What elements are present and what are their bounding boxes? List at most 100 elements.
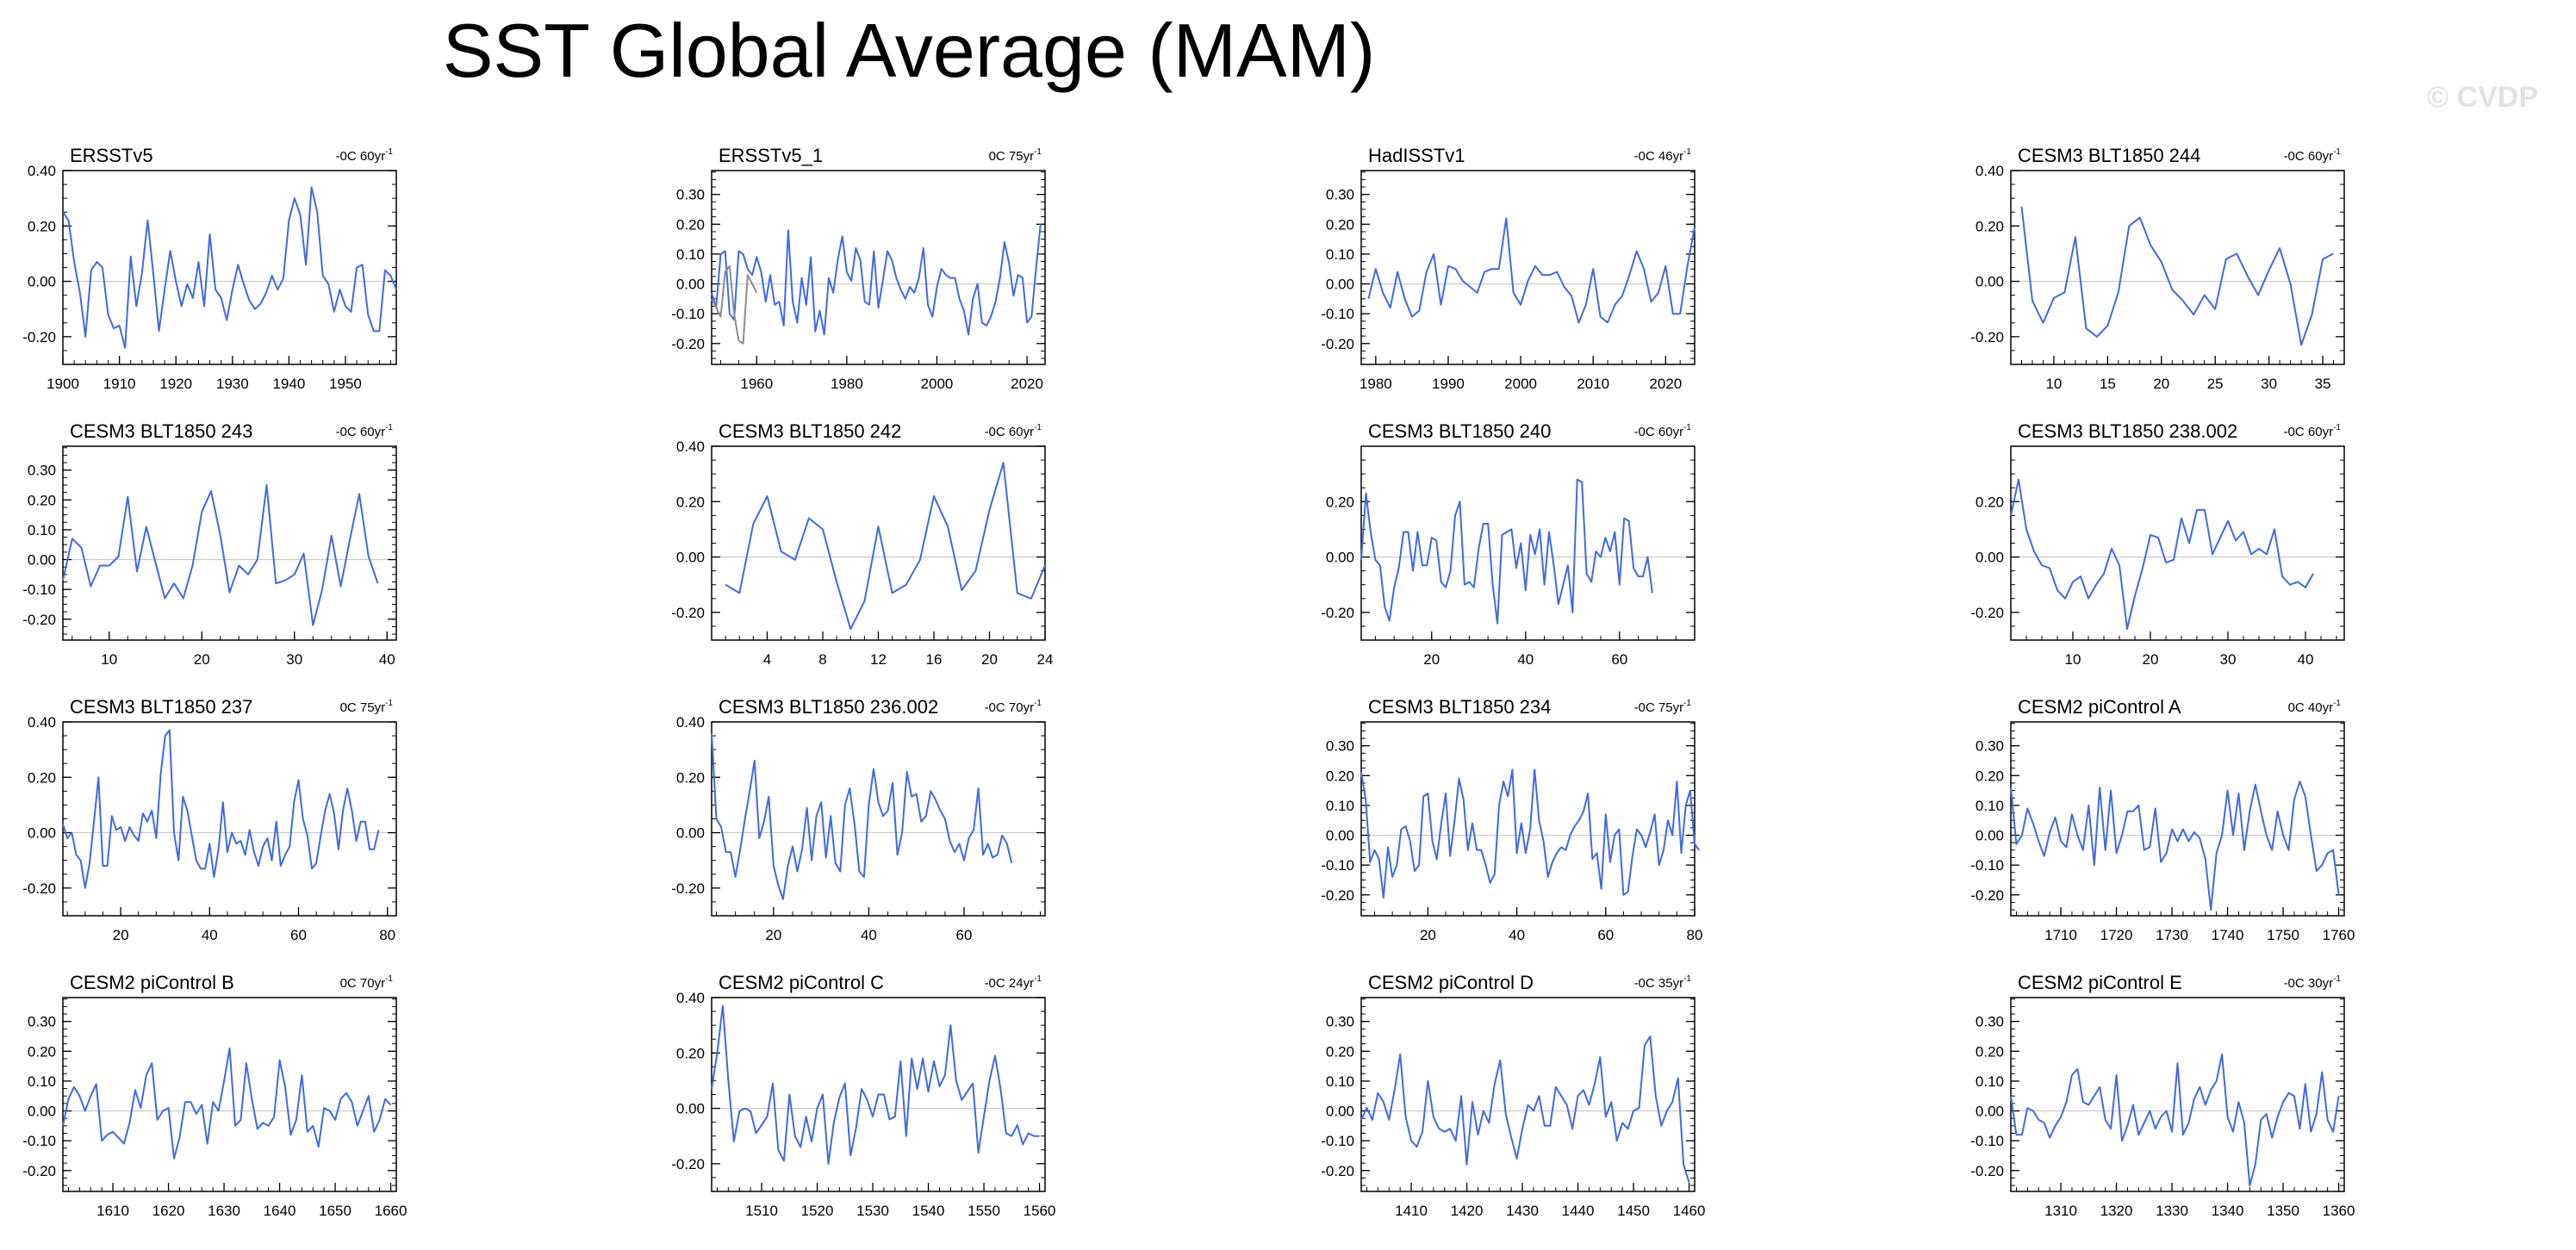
y-tick-label: 0.20 [28, 1043, 56, 1060]
y-tick-label: 0.10 [1326, 1073, 1354, 1090]
plot-frame [711, 721, 1046, 917]
panel-title: CESM3 BLT1850 237 [70, 696, 252, 718]
y-tick-label: 0.10 [28, 522, 56, 538]
y-tick-label: 0.00 [1976, 1104, 2004, 1120]
x-tick-label: 30 [2220, 651, 2237, 668]
panel-title: CESM2 piControl E [2018, 972, 2182, 993]
y-tick-label: 0.00 [676, 825, 705, 842]
x-tick-label: 1760 [2323, 927, 2355, 943]
x-tick-label: 40 [1517, 651, 1534, 668]
series-line [1360, 1035, 1690, 1183]
series-line [711, 732, 1013, 900]
x-tick-label: 2010 [1577, 376, 1609, 392]
x-tick-label: 1560 [1024, 1203, 1056, 1219]
y-tick-label: 0.20 [1326, 768, 1354, 784]
y-tick-label: 0.00 [1326, 828, 1354, 844]
x-tick-label: 1310 [2044, 1203, 2077, 1219]
y-tick-label: 0.00 [28, 1104, 56, 1120]
x-tick-label: 1410 [1395, 1203, 1428, 1219]
panel-15: CESM2 piControl D -0C 35yr-1 -0.20 -0.10 0.0… [1321, 972, 1705, 1219]
panel-title: CESM2 piControl B [70, 972, 234, 993]
y-tick-label: -0.10 [1321, 857, 1354, 874]
x-tick-label: 10 [101, 651, 117, 668]
series-line [711, 1004, 1040, 1165]
y-tick-label: 0.10 [1326, 246, 1354, 263]
x-tick-label: 2020 [1649, 376, 1682, 392]
panel-title: HadISSTv1 [1368, 145, 1465, 166]
y-tick-label: 0.30 [1326, 738, 1354, 755]
series-line [62, 484, 379, 626]
y-tick-label: 0.00 [28, 552, 56, 569]
y-tick-label: -0.10 [22, 1133, 56, 1149]
x-tick-label: 20 [2153, 376, 2169, 392]
x-tick-label: 20 [194, 651, 210, 668]
panel-title: CESM2 piControl C [719, 972, 884, 993]
x-tick-label: 1460 [1673, 1203, 1706, 1219]
x-tick-label: 12 [870, 651, 887, 668]
plot-frame [1360, 721, 1696, 917]
x-tick-label: 30 [286, 651, 302, 668]
x-tick-label: 16 [926, 651, 943, 668]
y-tick-label: 0.00 [676, 550, 705, 566]
y-tick-label: 0.20 [1326, 1043, 1354, 1060]
y-tick-label: -0.20 [1321, 336, 1354, 352]
x-tick-label: 60 [1597, 927, 1614, 943]
trend-label: -0C 70yr-1 [985, 699, 1042, 715]
x-tick-label: 1440 [1562, 1203, 1595, 1219]
series-line [62, 729, 380, 889]
y-tick-label: 0.20 [28, 218, 56, 234]
y-tick-label: 0.00 [28, 825, 56, 842]
y-tick-label: 0.30 [1976, 1014, 2004, 1030]
panel-2: ERSSTv5_1 0C 75yr-1 -0.20 -0.10 0.00 0.10 0.20… [671, 145, 1046, 392]
series-line [2010, 780, 2340, 911]
y-tick-label: -0.10 [1970, 1133, 2004, 1149]
plot-frame [711, 445, 1046, 641]
trend-label: -0C 24yr-1 [985, 974, 1042, 991]
x-tick-label: 1750 [2267, 927, 2299, 943]
panel-title: ERSSTv5 [70, 145, 153, 166]
trend-label: -0C 60yr-1 [1634, 423, 1692, 439]
trend-label: 0C 70yr-1 [340, 974, 394, 991]
panel-14: CESM2 piControl C -0C 24yr-1 -0.20 0.00 0.20… [671, 972, 1055, 1219]
x-tick-label: 1650 [319, 1203, 352, 1219]
x-tick-label: 1730 [2156, 927, 2188, 943]
y-tick-label: 0.10 [1976, 798, 2004, 814]
y-tick-label: 0.40 [676, 990, 705, 1006]
x-tick-label: 1900 [47, 376, 79, 392]
panel-1: ERSSTv5 -0C 60yr-1 -0.20 0.00 0.20 0.40 1900 19… [22, 145, 397, 392]
series-line [62, 186, 397, 349]
y-tick-label: 0.10 [1326, 798, 1354, 814]
x-tick-label: 1510 [745, 1203, 778, 1219]
panel-6: CESM3 BLT1850 242 -0C 60yr-1 -0.20 0.00 0.20… [671, 420, 1053, 668]
y-tick-label: 0.40 [676, 438, 705, 455]
x-tick-label: 2000 [1504, 376, 1537, 392]
x-tick-label: 1420 [1451, 1203, 1484, 1219]
x-tick-label: 30 [2261, 376, 2277, 392]
panel-13: CESM2 piControl B 0C 70yr-1 -0.20 -0.10 0.00… [22, 972, 407, 1219]
y-tick-label: -0.10 [671, 306, 705, 322]
series-line [62, 1047, 392, 1160]
x-tick-label: 1620 [152, 1203, 185, 1219]
y-tick-label: -0.10 [1970, 857, 2004, 874]
panel-title: CESM3 BLT1850 238.002 [2018, 420, 2237, 442]
plot-frame [62, 170, 397, 365]
x-tick-label: 1610 [96, 1203, 129, 1219]
y-tick-label: 0.30 [1976, 738, 2004, 755]
x-tick-label: 40 [2298, 651, 2314, 668]
plot-frame [1360, 445, 1696, 641]
x-tick-label: 4 [763, 651, 771, 668]
y-tick-label: -0.20 [22, 612, 56, 628]
plot-frame [1360, 170, 1696, 365]
x-tick-label: 1930 [216, 376, 249, 392]
y-tick-label: 0.00 [676, 277, 705, 293]
x-tick-label: 1450 [1617, 1203, 1650, 1219]
panel-11: CESM3 BLT1850 234 -0C 75yr-1 -0.20 -0.10 0.0… [1321, 696, 1702, 943]
y-tick-label: -0.20 [1970, 605, 2004, 621]
x-tick-label: 40 [861, 927, 877, 943]
series-line [1360, 478, 1653, 625]
x-tick-label: 20 [765, 927, 781, 943]
x-tick-label: 1720 [2100, 927, 2133, 943]
x-tick-label: 10 [2065, 651, 2081, 668]
y-tick-label: 0.20 [1326, 494, 1354, 510]
series-line [725, 462, 1046, 631]
